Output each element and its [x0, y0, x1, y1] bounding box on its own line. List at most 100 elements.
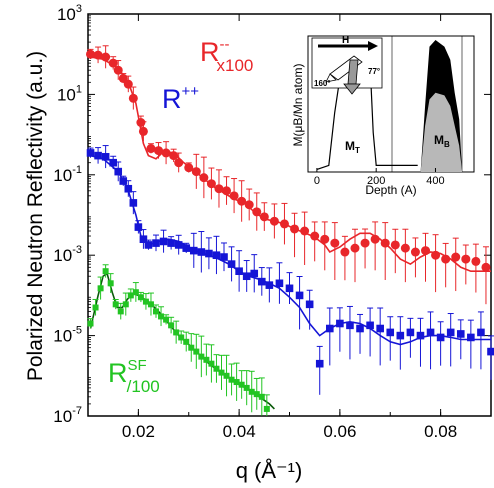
point-rmm — [123, 79, 133, 89]
point-rpp — [227, 260, 236, 268]
point-rpp — [119, 177, 128, 185]
point-rmm — [113, 65, 123, 75]
point-rpp — [109, 158, 117, 167]
point-rsf — [127, 292, 134, 299]
x-tick-label: 0.08 — [424, 422, 457, 441]
point-rpp — [326, 324, 334, 333]
point-rsf — [258, 393, 265, 400]
point-rpp — [305, 300, 314, 309]
point-rmm — [310, 231, 320, 241]
y-tick-base: 10 — [53, 407, 72, 426]
point-rsf — [163, 316, 170, 323]
point-rpp — [220, 253, 228, 261]
point-rpp — [336, 319, 344, 328]
point-rmm — [320, 234, 330, 244]
point-rmm — [128, 93, 138, 103]
point-rsf — [158, 313, 165, 320]
main-chart: 0.02 0.04 0.06 0.08 10310110-110-310-510-7 … — [24, 3, 494, 483]
fit-line-rmm — [90, 56, 491, 272]
point-rpp — [134, 223, 143, 231]
point-rsf — [243, 384, 250, 391]
point-rpp — [257, 277, 266, 286]
point-rpp — [124, 184, 133, 193]
moment-arrow-77-head — [343, 83, 361, 95]
point-rpp — [144, 241, 153, 249]
point-rmm — [237, 196, 247, 206]
point-rpp — [235, 267, 243, 275]
point-rsf — [117, 308, 124, 315]
inset-x-tick-label: 400 — [426, 175, 444, 187]
legend-rmm-sup: -- — [220, 36, 230, 53]
point-rsf — [233, 379, 240, 386]
point-rpp — [295, 291, 304, 300]
x-tick-label: 0.06 — [323, 422, 356, 441]
y-tick-exponent: 1 — [76, 83, 82, 95]
y-tick-exponent: -1 — [72, 164, 82, 176]
point-rsf — [168, 322, 175, 329]
point-rmm — [390, 240, 400, 250]
point-rmm — [93, 50, 103, 60]
point-rsf — [92, 304, 99, 311]
legend-label-rpp: R++ — [162, 83, 199, 114]
point-rsf — [107, 280, 114, 287]
point-rmm — [431, 250, 441, 260]
point-rpp — [275, 279, 284, 288]
point-rmm — [138, 126, 148, 136]
point-rmm — [370, 234, 380, 244]
point-rmm — [214, 184, 224, 194]
point-rmm — [279, 219, 289, 229]
point-rmm — [101, 52, 111, 62]
point-rpp — [152, 239, 160, 247]
point-rsf — [153, 308, 160, 315]
y-axis-label: Polarized Neutron Reflectivity (a.u.) — [24, 51, 47, 381]
point-rpp — [114, 167, 123, 176]
y-tick-base: 10 — [53, 246, 72, 265]
point-rsf — [102, 268, 109, 275]
y-tick-base: 10 — [53, 166, 72, 185]
x-axis-label: q (Å⁻¹) — [236, 458, 303, 483]
point-rpp — [205, 249, 213, 258]
point-rsf — [193, 348, 200, 355]
point-rmm — [441, 254, 451, 264]
y-tick-base: 10 — [57, 85, 76, 104]
point-rmm — [184, 163, 194, 173]
inset-mt-sub: T — [355, 146, 360, 155]
point-rmm — [199, 173, 209, 183]
point-rmm — [471, 256, 481, 266]
point-rpp — [356, 324, 364, 333]
point-rsf — [253, 391, 260, 398]
point-rpp — [446, 328, 455, 337]
point-rsf — [208, 360, 215, 367]
point-rpp — [101, 153, 110, 161]
point-rsf — [213, 365, 220, 372]
x-tick-label: 0.04 — [223, 422, 256, 441]
point-rmm — [421, 246, 431, 256]
inset-profiles — [316, 40, 463, 172]
point-rsf — [248, 388, 255, 395]
legend-rmm-sub: x100 — [217, 56, 254, 75]
point-rpp — [174, 241, 183, 249]
point-rsf — [142, 298, 149, 305]
point-rmm — [269, 216, 279, 226]
inset-x-ticks: 0 200 400 — [314, 168, 445, 187]
point-rpp — [242, 272, 251, 281]
point-rpp — [467, 333, 475, 342]
point-rpp — [487, 347, 494, 356]
point-rmm — [360, 238, 370, 248]
inset-y-label: M(μB/Mn atom) — [291, 64, 305, 147]
moment-arrow-77 — [347, 59, 359, 85]
inset-label-mt: MT — [345, 139, 360, 155]
y-tick-label: 10-3 — [53, 244, 82, 265]
point-rmm — [222, 186, 232, 196]
point-rsf — [137, 294, 144, 301]
inset-chart: 0 200 400 Depth (A) M(μB/Mn atom) H 160° 7… — [291, 35, 475, 197]
point-rmm — [229, 191, 239, 201]
point-rpp — [197, 248, 206, 256]
y-tick-label: 10-7 — [53, 405, 82, 426]
point-rmm — [86, 49, 96, 59]
point-rmm — [154, 146, 164, 156]
point-rmm — [244, 200, 254, 210]
point-rmm — [461, 254, 471, 264]
point-rpp — [182, 244, 191, 252]
